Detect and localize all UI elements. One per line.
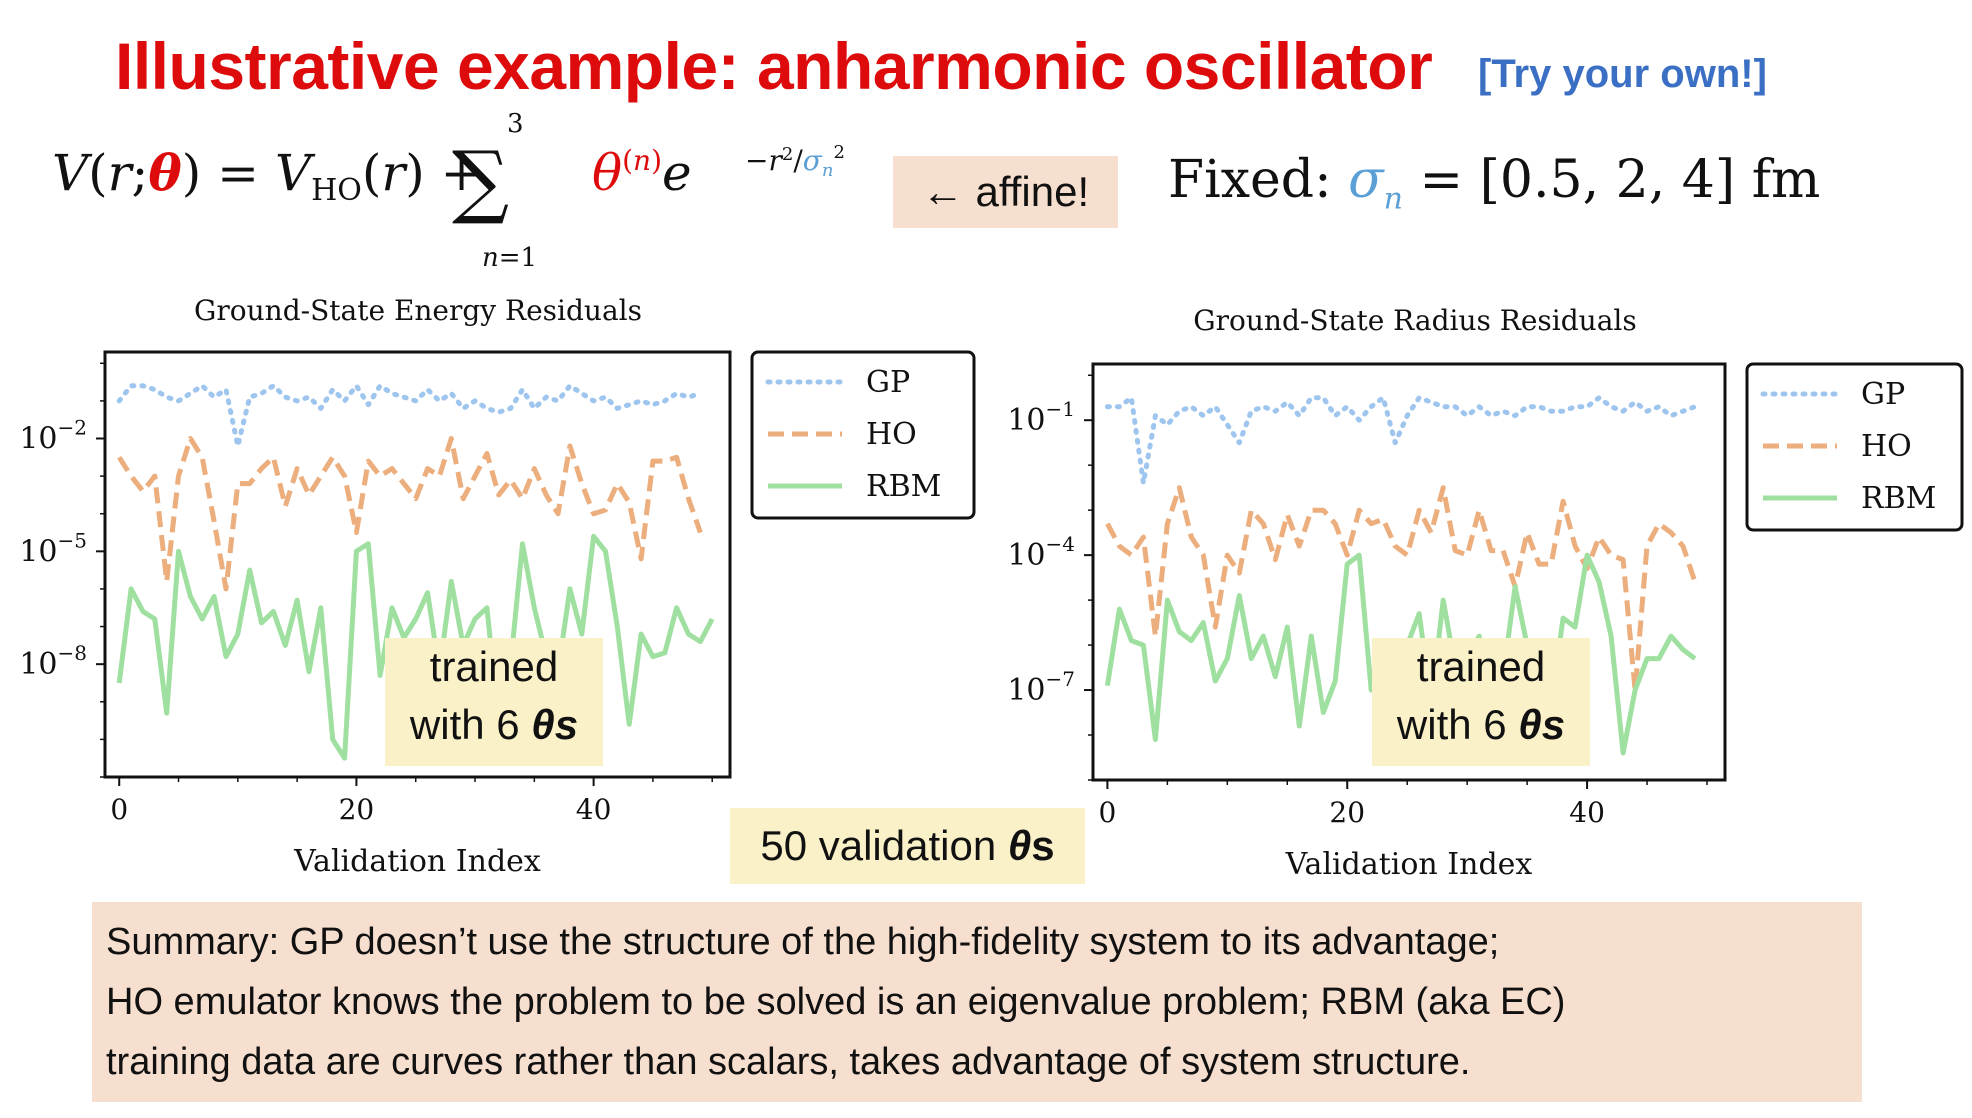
- x-tick-label: 0: [110, 793, 128, 826]
- y-tick-label: 10−8: [19, 641, 87, 682]
- series-line-rbm: [116, 533, 715, 761]
- fixed-label: Fixed:: [1168, 150, 1332, 210]
- try-your-own-link[interactable]: [Try your own!]: [1478, 52, 1767, 96]
- x-tick-label: 20: [339, 793, 375, 826]
- svg-text:θ(n)e: θ(n)e: [592, 144, 692, 202]
- trained-callout-right: trained with 6 θs: [1372, 638, 1590, 766]
- series-line-ho: [117, 436, 703, 592]
- svg-text:3: 3: [507, 109, 524, 139]
- validation-callout: 50 validation θs: [730, 808, 1085, 884]
- x-tick-label: 40: [576, 793, 612, 826]
- summary-line: Summary: GP doesn’t use the structure of…: [106, 921, 1500, 963]
- fixed-value: = [0.5, 2, 4] fm: [1419, 150, 1821, 210]
- summary-box: Summary: GP doesn’t use the structure of…: [92, 902, 1862, 1102]
- series-line-gp: [116, 383, 703, 449]
- callout-line1: trained: [1416, 643, 1546, 690]
- svg-text:−r2/σn2: −r2/σn2: [745, 142, 845, 181]
- legend-label-gp: GP: [866, 365, 910, 400]
- plot-frame: [103, 350, 732, 779]
- chart-title: Ground-State Energy Residuals: [194, 294, 642, 327]
- trained-callout-left: trained with 6 θs: [385, 638, 603, 766]
- theta-symbol: θs: [1518, 701, 1566, 748]
- y-tick-label: 10−4: [1007, 532, 1075, 573]
- plot-frame: [1091, 362, 1727, 782]
- legend-label-ho: HO: [1861, 429, 1912, 464]
- sigma-symbol: σn: [1348, 150, 1403, 217]
- callout-line2: with 6: [1396, 701, 1507, 748]
- y-tick-label: 10−7: [1007, 667, 1075, 708]
- legend-label-rbm: RBM: [1861, 481, 1936, 516]
- radius-residuals-chart: Ground-State Radius Residuals 0 20 40 10−1 10…: [1007, 304, 1964, 882]
- chart-title: Ground-State Radius Residuals: [1193, 304, 1636, 337]
- svg-text:n=1: n=1: [482, 243, 537, 273]
- theta-symbol: θs: [531, 701, 579, 748]
- x-tick-label: 40: [1569, 796, 1605, 829]
- energy-residuals-chart: Ground-State Energy Residuals 0 20 40 10−2 10…: [19, 294, 976, 879]
- svg-text:V(r;θ) = VHO(r) +: V(r;θ) = VHO(r) +: [52, 143, 483, 208]
- legend-label-rbm: RBM: [866, 469, 941, 504]
- callout-line2-wrap: with 6 θs: [1372, 696, 1590, 754]
- series-line-gp: [1104, 395, 1698, 486]
- summary-line: training data are curves rather than sca…: [106, 1041, 1471, 1083]
- legend-label-gp: GP: [1861, 377, 1905, 412]
- callout-line2: with 6: [409, 701, 520, 748]
- legend-box: [1745, 362, 1964, 532]
- x-tick-label: 0: [1098, 796, 1116, 829]
- legend-box: [750, 350, 976, 520]
- svg-text:∑: ∑: [452, 134, 509, 227]
- theta-symbol: θ: [1007, 822, 1032, 869]
- legend-label-ho: HO: [866, 417, 917, 452]
- y-tick-label: 10−1: [1007, 397, 1075, 438]
- potential-formula: V(r;θ) = VHO(r) + 3 ∑ n=1 θ(n)e −r2/σn2: [52, 109, 845, 273]
- y-tick-label: 10−2: [19, 416, 87, 457]
- validation-label: 50 validation: [760, 822, 997, 869]
- x-tick-label: 20: [1329, 796, 1365, 829]
- summary-line: HO emulator knows the problem to be solv…: [106, 981, 1566, 1023]
- y-tick-label: 10−5: [19, 528, 87, 569]
- x-axis-label: Validation Index: [1285, 847, 1533, 882]
- slide-title: Illustrative example: anharmonic oscilla…: [115, 29, 1433, 103]
- fixed-sigma-label: Fixed: σn = [0.5, 2, 4] fm: [1168, 150, 1820, 216]
- affine-note: ← affine!: [893, 156, 1118, 228]
- callout-line2-wrap: with 6 θs: [385, 696, 603, 754]
- x-axis-label: Validation Index: [293, 844, 541, 879]
- callout-line1: trained: [429, 643, 559, 690]
- series-line-ho: [1105, 485, 1698, 693]
